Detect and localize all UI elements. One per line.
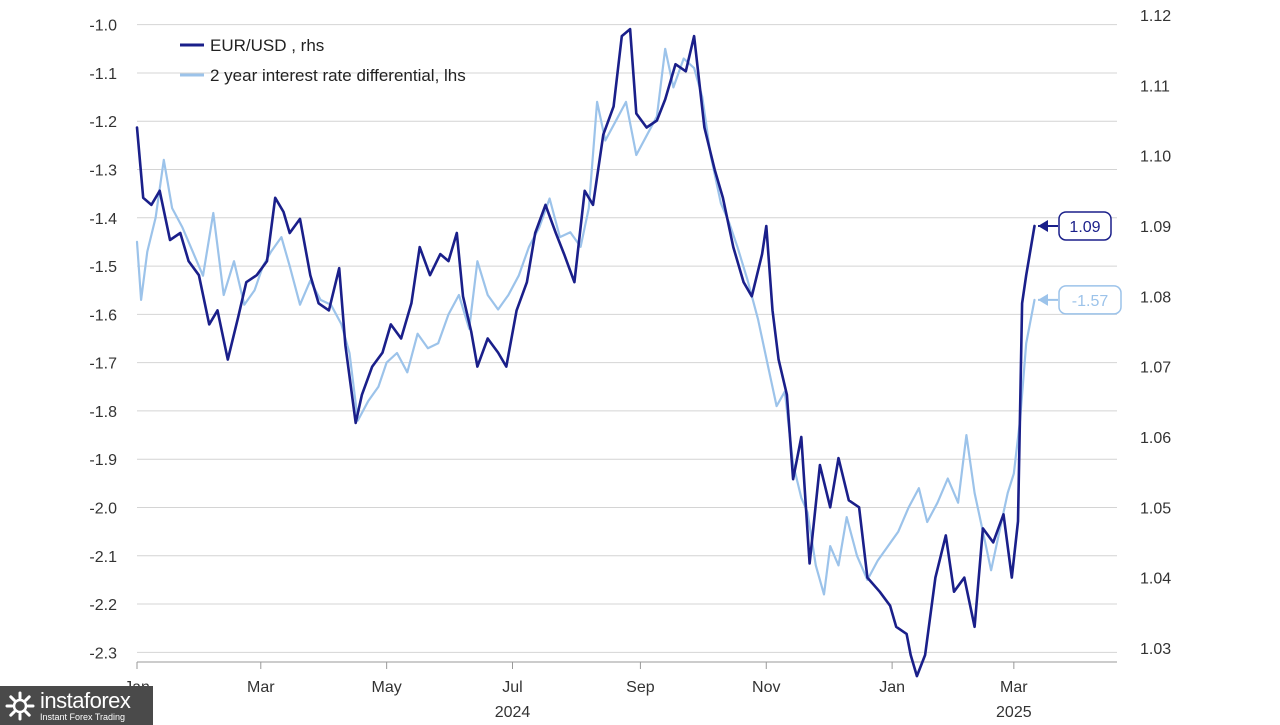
series-line-eurusd: [135, 27, 1036, 678]
right-axis-tick-label: 1.05: [1140, 500, 1171, 517]
right-axis-tick-label: 1.08: [1140, 289, 1171, 306]
x-axis-tick-label: May: [372, 679, 402, 696]
gridlines: [137, 24, 1117, 653]
left-axis-tick-label: -2.3: [89, 645, 117, 662]
right-axis-tick-label: 1.12: [1140, 8, 1171, 25]
end-label-box: [1058, 211, 1112, 241]
legend-label: EUR/USD , rhs: [210, 36, 324, 55]
right-axis-ticks: 1.12 1.11 1.10 1.09 1.08 1.07 1.06 1.05 1.04 1.03: [1140, 8, 1171, 658]
end-label-arrow-head: [1038, 293, 1048, 306]
left-axis-tick-label: -1.8: [89, 404, 117, 421]
end-label-value: 1.09: [1069, 219, 1100, 236]
watermark-tagline: Instant Forex Trading: [40, 711, 126, 722]
left-axis-tick-label: -1.5: [89, 259, 117, 276]
right-axis-tick-label: 1.07: [1140, 360, 1171, 377]
end-label-arrow-head: [1038, 219, 1048, 232]
right-axis-tick-label: 1.11: [1140, 78, 1170, 95]
series-layer: [135, 27, 1036, 678]
left-axis-tick-label: -1.4: [89, 211, 117, 228]
x-axis-ticks: JanMarMayJulSepNovJanMar20242025: [124, 662, 1032, 721]
left-axis-tick-label: -1.9: [89, 452, 117, 469]
right-axis-tick-label: 1.03: [1140, 641, 1171, 658]
x-axis-tick-label: Mar: [247, 679, 275, 696]
right-axis-tick-label: 1.10: [1140, 149, 1171, 166]
end-labels: 1.09 -1.57: [1038, 211, 1122, 315]
x-axis-year-label: 2024: [495, 704, 531, 721]
right-axis-tick-label: 1.04: [1140, 571, 1171, 588]
x-axis-year-label: 2025: [996, 704, 1032, 721]
right-axis-tick-label: 1.06: [1140, 430, 1171, 447]
x-axis-tick-label: Mar: [1000, 679, 1028, 696]
left-axis-tick-label: -1.2: [89, 114, 117, 131]
watermark-brand: instaforex: [40, 687, 131, 713]
left-axis-ticks: -1.0 -1.1 -1.2 -1.3 -1.4 -1.5 -1.6 -1.7 -1.8 -1.9…: [89, 18, 117, 663]
left-axis-tick-label: -2.2: [89, 597, 117, 614]
left-axis-tick-label: -1.6: [89, 307, 117, 324]
x-axis-tick-label: Sep: [626, 679, 655, 696]
left-axis-tick-label: -1.3: [89, 163, 117, 180]
left-axis-tick-label: -1.0: [89, 18, 117, 35]
instaforex-logo-icon: [5, 691, 35, 720]
end-label-box: [1058, 285, 1122, 315]
x-axis-tick-label: Jul: [502, 679, 522, 696]
left-axis-tick-label: -2.1: [89, 549, 117, 566]
series-line-rate-differential: [135, 47, 1036, 596]
x-axis-tick-label: Nov: [752, 679, 780, 696]
watermark: instaforex Instant Forex Trading: [0, 686, 153, 725]
left-axis-tick-label: -1.7: [89, 356, 117, 373]
legend-label: 2 year interest rate differential, lhs: [210, 66, 466, 85]
left-axis-tick-label: -1.1: [89, 66, 117, 83]
right-axis-tick-label: 1.09: [1140, 219, 1171, 236]
left-axis-tick-label: -2.0: [89, 500, 117, 517]
legend: EUR/USD , rhs 2 year interest rate differ…: [180, 36, 466, 85]
x-axis-tick-label: Jan: [879, 679, 905, 696]
end-label-value: -1.57: [1072, 293, 1109, 310]
